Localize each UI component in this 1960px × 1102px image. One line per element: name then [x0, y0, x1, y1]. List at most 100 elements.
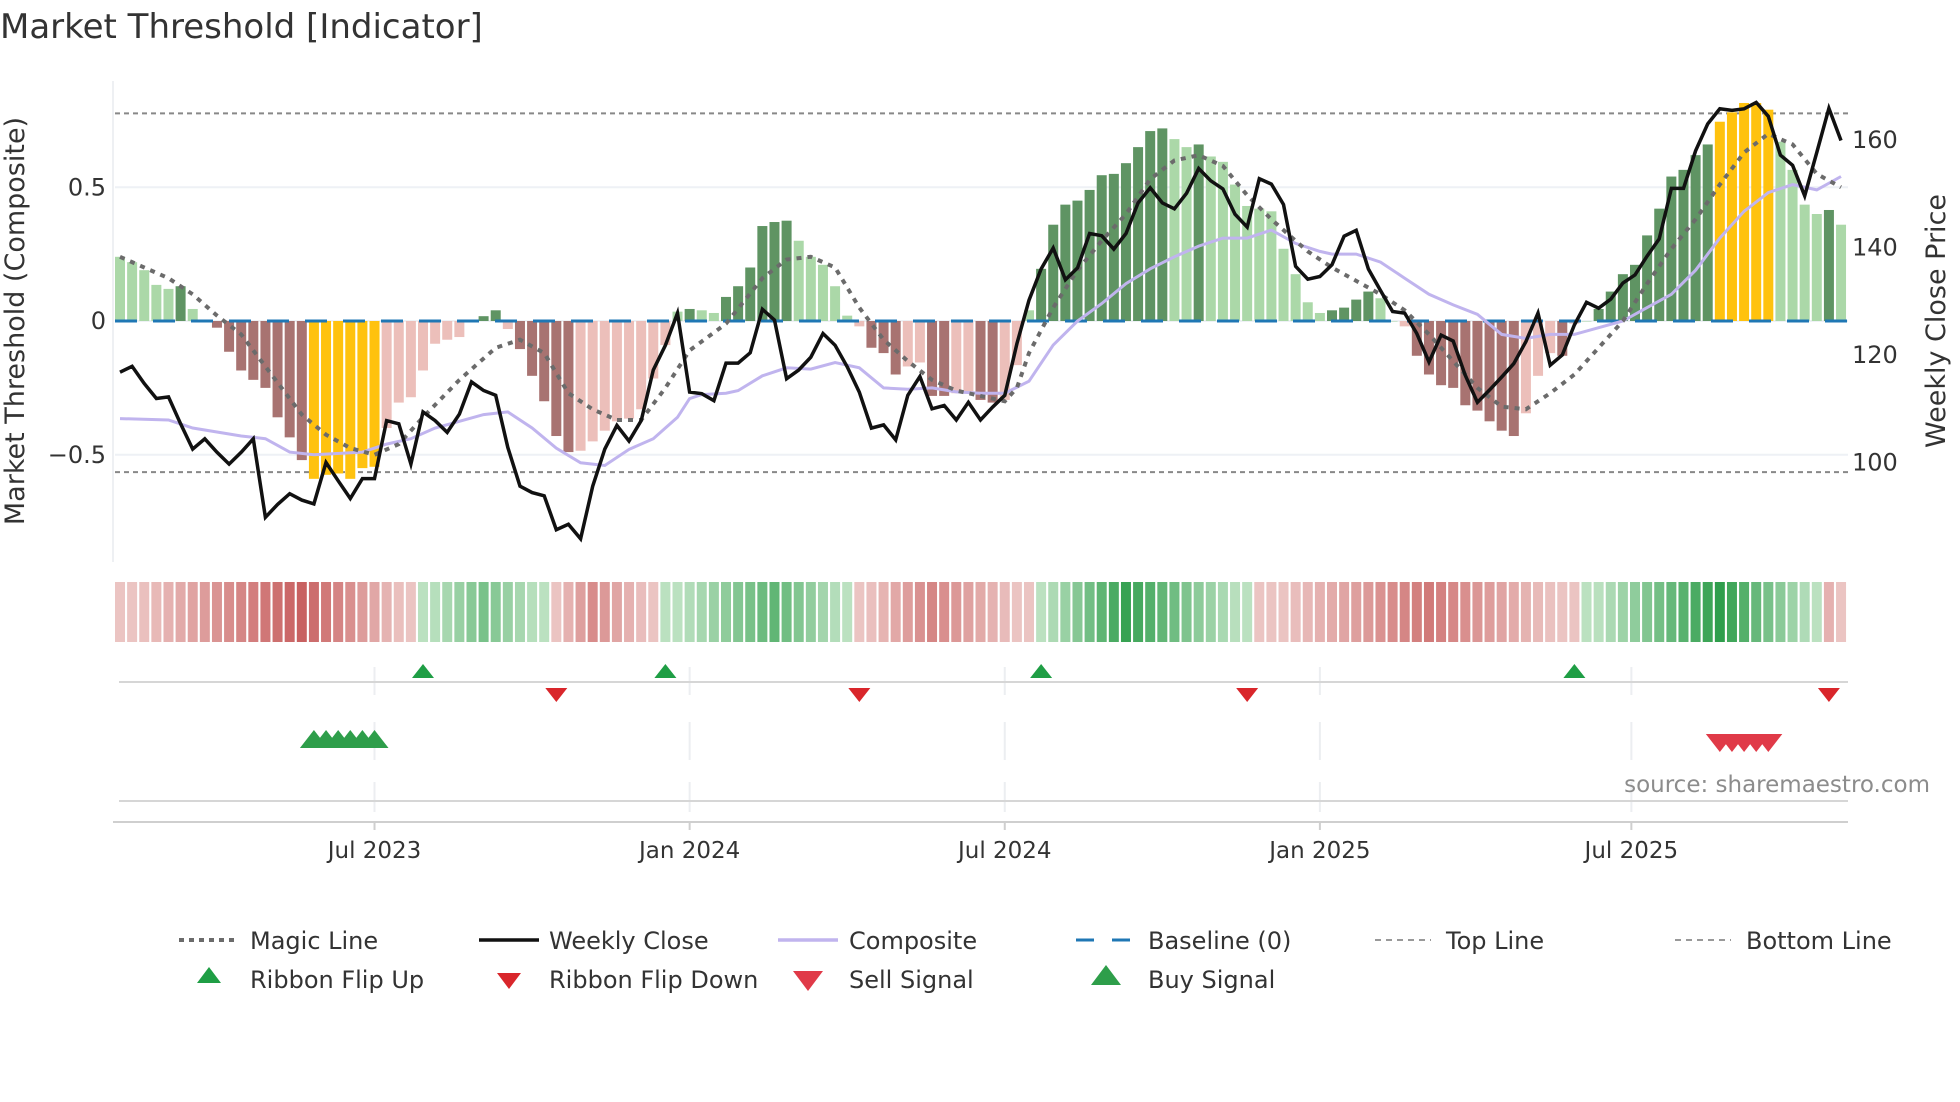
legend-item: Buy Signal: [1091, 965, 1275, 994]
ribbon-cell: [236, 582, 247, 642]
ribbon-cell: [1836, 582, 1847, 642]
ribbon-cell: [854, 582, 865, 642]
composite-bar: [333, 321, 344, 474]
legend-triangle-down-icon: [793, 971, 823, 991]
ribbon-cell: [1181, 582, 1192, 642]
ribbon-cell: [115, 582, 125, 642]
ribbon-cell: [1714, 582, 1725, 642]
ribbon-cell: [1096, 582, 1107, 642]
source-credit: source: sharemaestro.com: [1624, 772, 1930, 798]
ribbon-cell: [1605, 582, 1616, 642]
ribbon-cell: [1557, 582, 1568, 642]
composite-bar: [502, 321, 513, 330]
composite-bar: [745, 267, 756, 321]
composite-bar: [902, 321, 913, 367]
axes: 0.5 0 −0.5 100 120 140 160 Jul 2023 Jan 2024 Jul …: [48, 126, 1898, 864]
composite-bar: [551, 321, 562, 437]
composite-bar: [1157, 128, 1168, 321]
composite-bar: [1581, 321, 1592, 322]
ribbon-cell: [757, 582, 768, 642]
ribbon-cell: [1290, 582, 1301, 642]
ribbon-cell: [357, 582, 368, 642]
composite-bar: [1630, 264, 1640, 321]
legend-label: Baseline (0): [1148, 927, 1291, 955]
ribbon-cell: [1751, 582, 1762, 642]
y-axis-right-label: Weekly Close Price: [1921, 194, 1952, 448]
ribbon-cell: [721, 582, 731, 642]
ribbon-cell: [1024, 582, 1034, 642]
composite-bar: [575, 321, 586, 451]
ribbon-cell: [587, 582, 598, 642]
legend-item: Baseline (0): [1076, 927, 1291, 955]
ribbon-cell: [308, 582, 319, 642]
composite-bar: [1702, 144, 1713, 321]
weekly-close-line: [119, 100, 1843, 543]
composite-bar: [975, 321, 986, 400]
ribbon-cell: [187, 582, 198, 642]
ribbon-cell: [1193, 582, 1204, 642]
y-tick-label-right: 100: [1852, 449, 1898, 477]
legend-triangle-up-icon: [1091, 965, 1121, 985]
ribbon-cell: [1569, 582, 1580, 642]
ribbon-cell: [539, 582, 550, 642]
composite-bar: [696, 310, 707, 321]
composite-bar: [1836, 224, 1847, 321]
ribbon-cell: [1011, 582, 1022, 642]
ribbon-cell: [163, 582, 174, 642]
ribbon-cell: [1108, 582, 1119, 642]
composite-bar: [1666, 176, 1677, 321]
composite-bar: [1302, 302, 1313, 321]
ribbon-cell: [890, 582, 901, 642]
ribbon-flip-down-marker: [848, 688, 871, 702]
legend-label: Top Line: [1445, 927, 1544, 955]
ribbon-cell: [1423, 582, 1434, 642]
composite-bar: [1799, 204, 1810, 321]
ribbon-cell: [224, 582, 235, 642]
composite-bar: [405, 321, 416, 398]
composite-bar: [1327, 310, 1337, 321]
composite-bar: [1351, 299, 1362, 321]
x-tick-label: Jul 2025: [1583, 838, 1679, 864]
composite-bar: [830, 286, 841, 321]
composite-bar: [1751, 102, 1762, 321]
ribbon-cell: [1545, 582, 1556, 642]
ribbon-cell: [1242, 582, 1253, 642]
ribbon-cell: [1617, 582, 1628, 642]
composite-bar: [963, 321, 974, 394]
ribbon-cell: [127, 582, 138, 642]
composite-bar: [939, 321, 950, 396]
ribbon-cell: [927, 582, 938, 642]
composite-bar: [1096, 175, 1107, 321]
ribbon-cell: [151, 582, 162, 642]
composite-bar: [563, 321, 574, 453]
composite-bar: [321, 321, 332, 475]
ribbon-cell: [211, 582, 222, 642]
ribbon-cell: [830, 582, 841, 642]
composite-bar: [442, 321, 453, 340]
y-axis-left-label: Market Threshold (Composite): [0, 117, 31, 525]
ribbon-cell: [1436, 582, 1447, 642]
composite-bar: [1314, 312, 1325, 321]
composite-bar: [151, 284, 162, 321]
ribbon-cell: [1048, 582, 1059, 642]
ribbon-cell: [1036, 582, 1047, 642]
ribbon-cell: [527, 582, 538, 642]
composite-bar: [624, 321, 635, 419]
ribbon-cell: [575, 582, 586, 642]
ribbon-cell: [636, 582, 647, 642]
ribbon-cell: [1399, 582, 1410, 642]
ribbon-cell: [1678, 582, 1689, 642]
composite-bar: [1084, 189, 1095, 321]
composite-bar: [1133, 147, 1144, 321]
ribbon-cell: [1339, 582, 1350, 642]
ribbon-cell: [1230, 582, 1241, 642]
ribbon-cell: [333, 582, 344, 642]
ribbon-cell: [454, 582, 465, 642]
ribbon-cell: [1133, 582, 1144, 642]
legend-item: Sell Signal: [793, 966, 974, 994]
composite-bar: [648, 321, 659, 379]
ribbon-cell: [1302, 582, 1313, 642]
composite-bar: [1242, 205, 1253, 321]
ribbon-cell: [793, 582, 804, 642]
legend-label: Sell Signal: [849, 966, 974, 994]
